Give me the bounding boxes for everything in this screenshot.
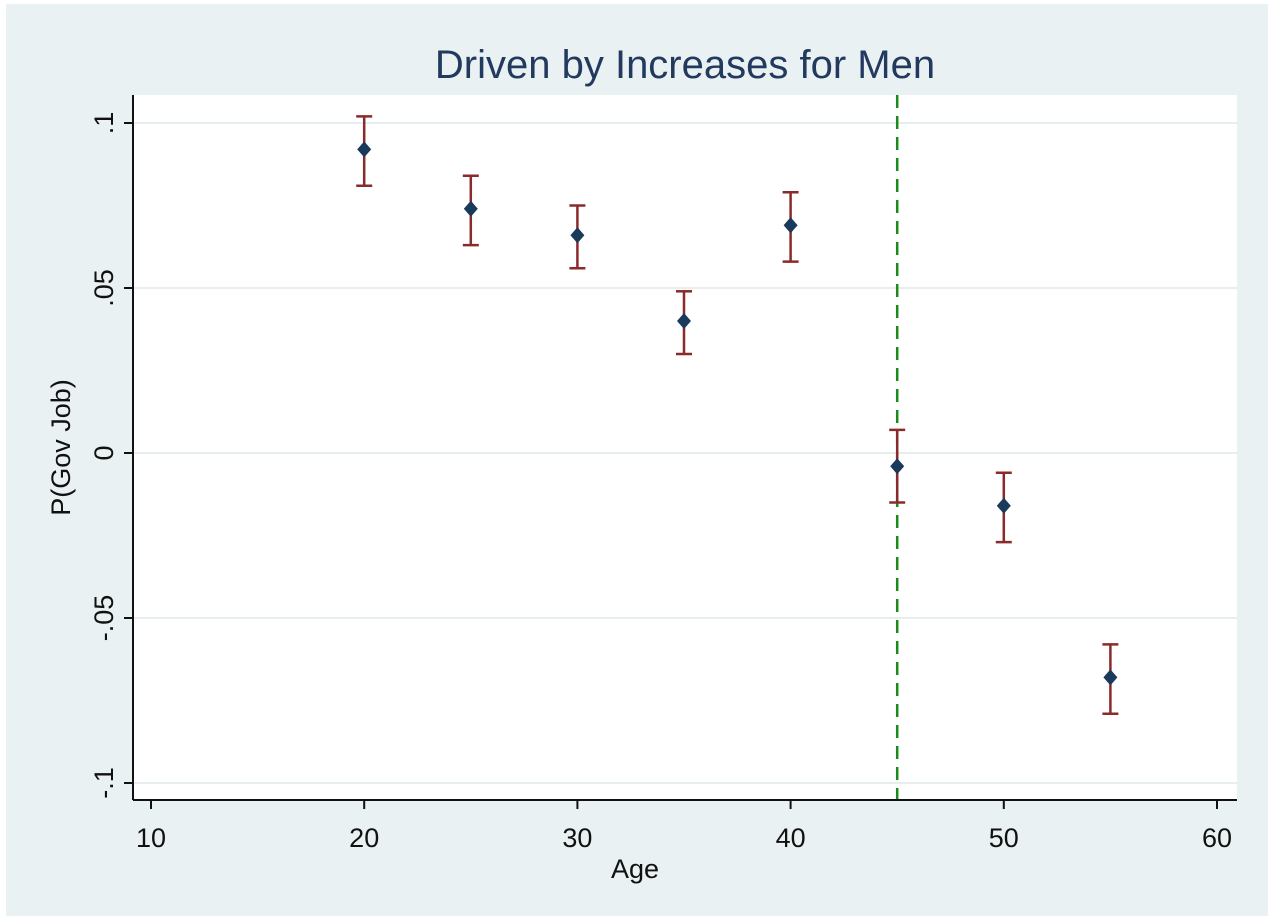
data-point <box>357 141 372 158</box>
x-axis-label: Age <box>611 854 659 884</box>
axes: .1 .05 0 -.05 -.1 10 20 30 40 50 60 <box>89 95 1237 853</box>
x-tick-label: 40 <box>776 823 806 853</box>
y-tick-label: .05 <box>89 269 119 307</box>
chart-title: Driven by Increases for Men <box>435 43 935 87</box>
data-point <box>1103 669 1118 686</box>
x-tick-label: 50 <box>989 823 1019 853</box>
y-tick-label: .1 <box>89 112 119 135</box>
x-tick-label: 10 <box>136 823 166 853</box>
gridlines <box>133 122 1237 784</box>
y-axis-label: P(Gov Job) <box>46 379 76 516</box>
data-point <box>890 458 905 475</box>
y-tick-label: 0 <box>89 445 119 460</box>
error-bars <box>356 115 1119 715</box>
x-tick-label: 30 <box>562 823 592 853</box>
data-point <box>570 227 585 244</box>
plot-area <box>133 95 1237 800</box>
y-tick-label: -.1 <box>89 767 119 799</box>
x-tick-label: 60 <box>1202 823 1232 853</box>
data-point <box>677 313 691 329</box>
data-point <box>996 497 1011 514</box>
x-tick-label: 20 <box>349 823 379 853</box>
data-points <box>357 141 1118 686</box>
data-point <box>783 217 798 234</box>
data-point <box>463 200 478 217</box>
y-tick-label: -.05 <box>89 595 119 642</box>
